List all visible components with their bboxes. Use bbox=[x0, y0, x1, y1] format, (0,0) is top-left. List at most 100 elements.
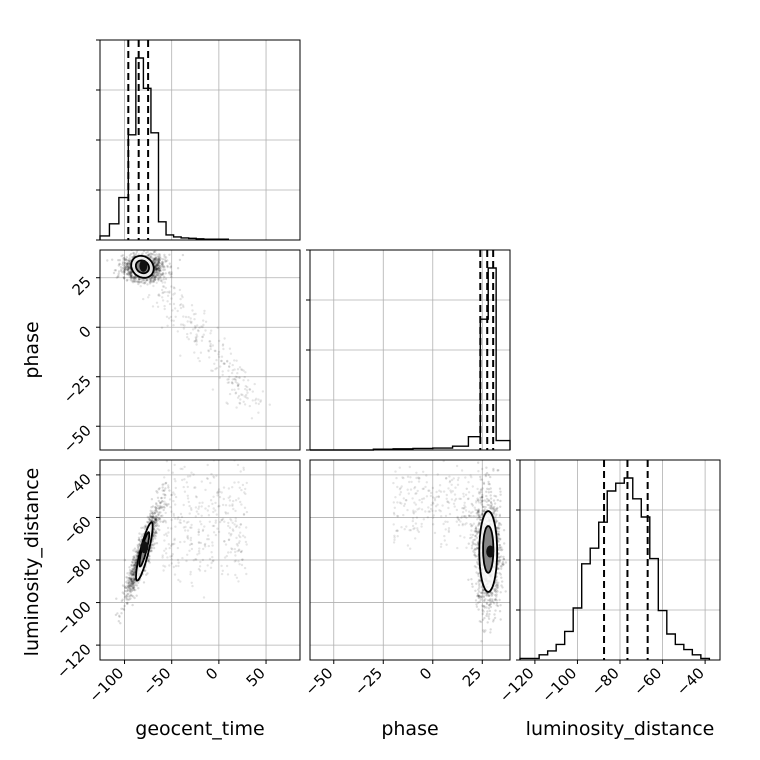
sample-point bbox=[231, 382, 234, 385]
y-tick-label: −50 bbox=[60, 421, 95, 456]
sample-point bbox=[157, 272, 160, 275]
sample-point bbox=[179, 512, 183, 516]
sample-point bbox=[480, 503, 484, 506]
sample-point bbox=[230, 371, 234, 375]
sample-point bbox=[137, 547, 140, 550]
sample-point bbox=[478, 620, 481, 623]
sample-point bbox=[152, 258, 155, 262]
sample-point bbox=[475, 512, 478, 515]
sample-point bbox=[442, 490, 446, 493]
sample-point bbox=[130, 256, 133, 259]
sample-point bbox=[127, 598, 130, 601]
sample-point bbox=[475, 499, 478, 502]
sample-point bbox=[475, 554, 478, 558]
sample-point bbox=[406, 488, 409, 491]
sample-point bbox=[242, 512, 246, 516]
sample-point bbox=[223, 337, 226, 340]
sample-point bbox=[122, 276, 126, 279]
sample-point bbox=[214, 519, 218, 522]
sample-point bbox=[157, 255, 160, 259]
sample-point bbox=[117, 259, 120, 262]
sample-point bbox=[144, 526, 147, 529]
sample-point bbox=[157, 265, 160, 268]
sample-point bbox=[498, 544, 502, 547]
sample-point bbox=[214, 367, 217, 371]
sample-point bbox=[163, 503, 166, 506]
sample-point bbox=[137, 538, 140, 542]
sample-point bbox=[135, 250, 138, 254]
panel-frame bbox=[309, 459, 511, 661]
sample-point bbox=[181, 323, 185, 326]
sample-point bbox=[178, 258, 182, 262]
y-tick-label: 25 bbox=[69, 273, 95, 299]
sample-point bbox=[204, 507, 207, 510]
sample-point bbox=[478, 584, 481, 587]
sample-point bbox=[477, 588, 480, 591]
sample-point bbox=[148, 278, 151, 281]
sample-point bbox=[164, 503, 168, 507]
sample-point bbox=[186, 536, 189, 539]
sample-point bbox=[213, 362, 216, 365]
panel-grid bbox=[310, 250, 510, 450]
sample-point bbox=[212, 507, 215, 510]
sample-point bbox=[233, 481, 236, 484]
sample-point bbox=[490, 501, 493, 505]
sample-point bbox=[155, 253, 158, 256]
sample-point bbox=[152, 284, 155, 288]
sample-point bbox=[117, 275, 120, 278]
sample-point bbox=[415, 516, 419, 519]
sample-point bbox=[127, 267, 131, 270]
sample-point bbox=[498, 555, 501, 559]
sample-point bbox=[218, 520, 222, 524]
sample-point bbox=[126, 278, 129, 282]
sample-point bbox=[180, 303, 183, 306]
sample-point bbox=[454, 486, 457, 489]
sample-point bbox=[482, 481, 486, 484]
sample-point bbox=[476, 594, 480, 597]
sample-point bbox=[179, 323, 183, 326]
sample-point bbox=[483, 605, 486, 608]
x-axis-label-geocent-time: geocent_time bbox=[135, 718, 264, 740]
sample-point bbox=[172, 512, 175, 516]
sample-point bbox=[496, 526, 499, 529]
sample-point bbox=[467, 514, 471, 517]
sample-point bbox=[130, 570, 133, 573]
sample-point bbox=[205, 477, 209, 480]
sample-point bbox=[238, 366, 242, 369]
sample-point bbox=[136, 280, 139, 283]
sample-point bbox=[183, 490, 187, 493]
sample-point bbox=[246, 391, 249, 394]
sample-point bbox=[447, 487, 450, 490]
sample-point bbox=[396, 514, 399, 518]
sample-point bbox=[124, 258, 128, 261]
sample-point bbox=[203, 543, 206, 547]
sample-point bbox=[499, 618, 502, 621]
sample-point bbox=[422, 487, 425, 490]
sample-point bbox=[472, 522, 476, 525]
sample-point bbox=[157, 513, 160, 517]
sample-point bbox=[218, 339, 221, 343]
sample-point bbox=[125, 279, 129, 282]
sample-point bbox=[189, 536, 193, 540]
sample-point bbox=[126, 601, 129, 604]
sample-point bbox=[472, 550, 475, 553]
sample-point bbox=[225, 564, 229, 568]
sample-point bbox=[217, 505, 220, 508]
sample-point bbox=[196, 329, 200, 332]
sample-point bbox=[154, 261, 157, 264]
sample-point bbox=[216, 491, 219, 495]
sample-point bbox=[497, 567, 501, 570]
sample-point bbox=[436, 503, 439, 506]
sample-point bbox=[127, 586, 130, 590]
sample-point bbox=[489, 505, 492, 508]
sample-point bbox=[150, 257, 154, 260]
sample-point bbox=[173, 537, 176, 540]
sample-point bbox=[126, 267, 130, 270]
sample-point bbox=[231, 521, 234, 524]
sample-point bbox=[134, 588, 137, 592]
sample-point bbox=[160, 496, 163, 500]
sample-point bbox=[128, 270, 132, 273]
sample-point bbox=[147, 521, 150, 524]
sample-point bbox=[457, 518, 460, 521]
sample-point bbox=[132, 559, 136, 562]
